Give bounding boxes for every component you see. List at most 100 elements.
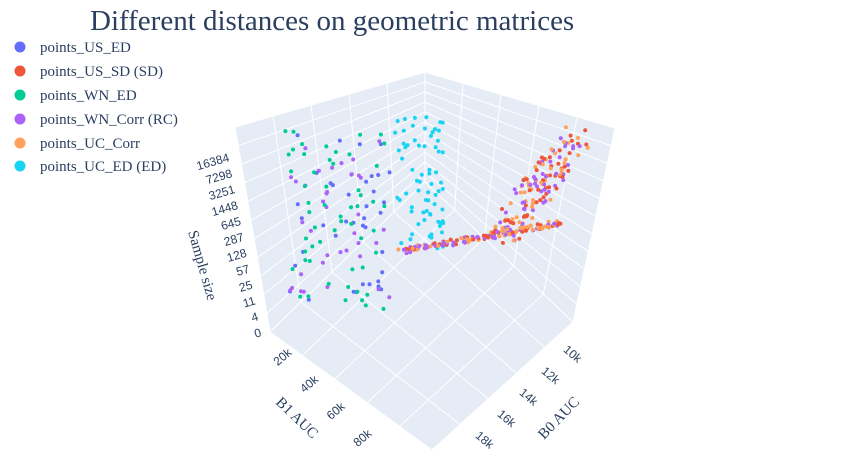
scatter-point (405, 143, 410, 148)
scatter-point (371, 228, 376, 233)
tick-label: 128 (225, 246, 248, 265)
scatter-point (566, 168, 571, 173)
scatter-point (358, 132, 363, 137)
scatter-point (318, 239, 323, 244)
legend-item-us-sd[interactable]: points_US_SD (SD) (14, 64, 163, 80)
scatter-point (514, 191, 519, 196)
scatter-point (378, 210, 383, 215)
scatter-point (293, 263, 298, 268)
scatter-point (548, 166, 553, 171)
scatter-point (527, 188, 532, 193)
scatter-point (540, 172, 545, 176)
scatter-point (408, 237, 413, 242)
scatter-point (402, 117, 407, 121)
scatter-point (486, 235, 491, 240)
scatter-point (543, 199, 548, 204)
grid-line-z-right (424, 171, 578, 305)
scatter-point (534, 200, 539, 205)
scatter-point (333, 150, 338, 154)
scatter-point (520, 229, 525, 234)
scatter-point (410, 232, 415, 237)
scatter-point (508, 220, 513, 225)
scatter-point (552, 221, 557, 226)
scatter-point (286, 152, 291, 157)
legend-marker (14, 41, 26, 53)
scatter-point (585, 145, 590, 150)
scatter-point (514, 215, 519, 220)
scatter-point (347, 152, 352, 157)
legend-item-wn-ed[interactable]: points_WN_ED (14, 88, 137, 104)
legend-item-us-ed[interactable]: points_US_ED (14, 40, 132, 56)
scatter-point (500, 226, 505, 230)
scatter-point (377, 139, 382, 144)
scatter-point (322, 203, 327, 207)
scatter-point (339, 219, 344, 224)
scatter-point (576, 136, 580, 140)
scatter-point (328, 181, 333, 186)
scatter-point (532, 175, 536, 179)
scatter-point (416, 222, 421, 227)
scatter-point (437, 224, 442, 228)
scene[interactable] (234, 71, 616, 450)
scatter-point (571, 146, 575, 151)
legend-marker (14, 65, 26, 77)
grid-line-z-left (250, 121, 426, 221)
scatter-point (382, 204, 387, 209)
scatter-point (356, 173, 361, 178)
scatter-point (401, 247, 406, 252)
grid-line-floor-x (393, 211, 546, 348)
scatter-point (511, 233, 516, 238)
scatter-point (524, 177, 529, 182)
scatter-point (454, 238, 459, 243)
scatter-point (295, 202, 300, 207)
scatter-point (538, 198, 543, 203)
scatter-point (350, 267, 355, 272)
legend-item-wn-corr[interactable]: points_WN_Corr (RC) (14, 112, 178, 128)
scatter-point (338, 250, 343, 255)
scatter-point (430, 130, 435, 135)
scatter-point (382, 200, 386, 205)
legend-item-uc-ed[interactable]: points_UC_ED (ED) (14, 159, 167, 175)
scatter-point (548, 159, 553, 164)
scatter-point (358, 254, 363, 259)
scatter-point (517, 220, 522, 225)
scatter-point (371, 199, 376, 204)
scatter-point (303, 146, 308, 151)
scatter-point (355, 204, 360, 209)
scatter-point (543, 224, 547, 229)
scatter-point (495, 229, 500, 234)
scatter-point (577, 144, 582, 149)
scatter-point (344, 248, 349, 253)
legend-item-uc-corr[interactable]: points_UC_Corr (14, 136, 141, 152)
scatter-point (387, 295, 392, 300)
grid-line-z-right (424, 161, 581, 288)
scatter-point (548, 173, 552, 178)
scatter-point (306, 294, 311, 299)
tick-label: 4 (250, 309, 261, 324)
scatter-point (358, 193, 363, 198)
scatter-point (556, 161, 561, 166)
scatter-point (563, 157, 568, 162)
scatter-point (559, 167, 564, 172)
scatter-point (530, 227, 535, 232)
scatter-point (511, 238, 516, 243)
scatter-point (326, 281, 331, 286)
grid-line-z-left (241, 91, 426, 165)
scatter-point (381, 306, 386, 311)
grid-line-floor-x (300, 301, 461, 425)
scatter-point (539, 189, 544, 194)
scatter-point (387, 170, 392, 175)
scatter-point (339, 161, 344, 166)
grid-line-z-right (424, 111, 600, 199)
scatter-point (522, 207, 527, 212)
scatter-point (346, 285, 351, 289)
scatter-point (298, 294, 303, 299)
scatter-point (514, 229, 519, 234)
scatter-point (356, 188, 361, 193)
scatter-point (520, 183, 524, 188)
scatter-point (536, 187, 541, 192)
tick-label: 80k (351, 426, 376, 450)
scatter-point (344, 219, 349, 224)
scatter-point (553, 151, 558, 156)
scatter-point (404, 251, 409, 256)
